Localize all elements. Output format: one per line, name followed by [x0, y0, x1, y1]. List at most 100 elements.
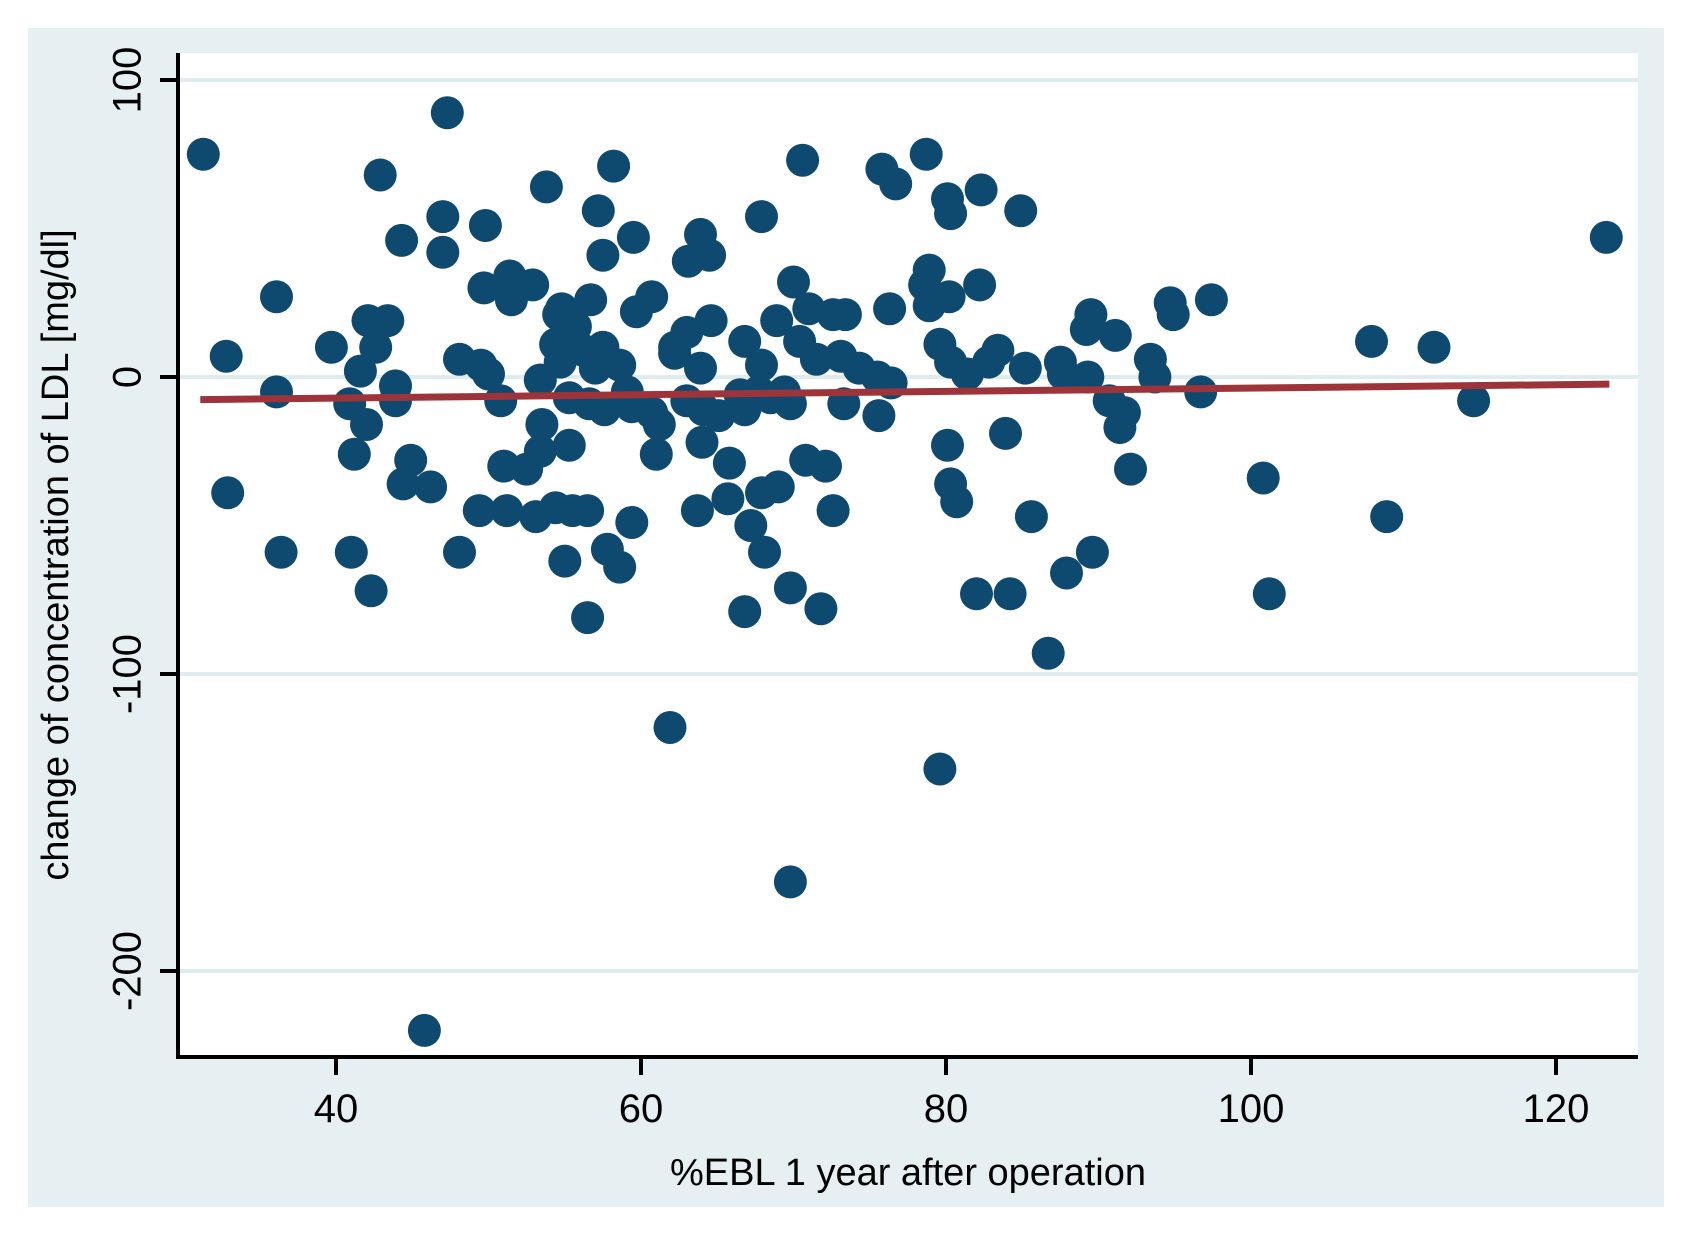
- data-point: [578, 351, 612, 385]
- data-point: [745, 348, 778, 382]
- y-tick-label: -200: [106, 931, 150, 1011]
- x-axis-title: %EBL 1 year after operation: [670, 1152, 1146, 1194]
- data-point: [1156, 298, 1190, 332]
- data-point: [443, 535, 476, 569]
- data-point: [548, 544, 582, 578]
- data-point: [934, 197, 968, 231]
- data-point: [964, 173, 998, 207]
- y-tick-label: 0: [106, 366, 150, 388]
- y-tick-label: 100: [106, 47, 150, 114]
- data-point: [828, 298, 862, 332]
- data-point: [760, 304, 794, 338]
- data-point: [603, 348, 637, 382]
- data-point: [1014, 500, 1048, 534]
- data-point: [468, 209, 502, 242]
- data-point: [680, 494, 714, 528]
- data-point: [1246, 461, 1280, 495]
- data-point: [1004, 194, 1038, 228]
- data-point: [525, 408, 559, 441]
- data-point: [685, 425, 719, 459]
- data-point: [616, 220, 650, 254]
- data-point: [1138, 360, 1172, 394]
- data-point: [642, 408, 676, 441]
- data-point: [543, 345, 577, 379]
- data-point: [597, 149, 631, 183]
- data-point: [989, 416, 1022, 450]
- data-point: [587, 393, 621, 427]
- gridlines: [178, 78, 1638, 973]
- data-point: [571, 494, 605, 528]
- data-point: [786, 143, 820, 177]
- data-point: [728, 324, 762, 358]
- data-point: [462, 494, 496, 528]
- data-point: [426, 235, 460, 269]
- data-point: [960, 577, 993, 611]
- data-point: [529, 170, 563, 204]
- plot-area-background: [178, 53, 1638, 1057]
- data-point: [734, 509, 768, 542]
- data-point: [1457, 384, 1491, 418]
- data-point: [809, 449, 842, 483]
- data-point: [1050, 556, 1083, 590]
- data-point: [684, 351, 717, 385]
- data-point: [748, 535, 781, 569]
- data-point: [1031, 636, 1065, 670]
- data-point: [552, 428, 586, 462]
- data-point: [350, 408, 383, 441]
- data-point: [931, 428, 964, 462]
- data-point: [1355, 324, 1388, 358]
- data-point: [777, 265, 810, 299]
- data-point: [712, 446, 746, 480]
- data-point: [761, 470, 795, 504]
- data-point: [773, 571, 807, 605]
- data-point: [702, 399, 736, 433]
- data-point: [1417, 330, 1451, 364]
- data-point: [354, 574, 388, 608]
- data-point: [879, 167, 913, 201]
- data-point: [816, 494, 850, 528]
- data-point: [371, 304, 405, 338]
- data-point: [407, 1013, 441, 1047]
- data-point: [653, 711, 687, 744]
- data-point: [426, 200, 460, 234]
- data-point: [581, 194, 615, 228]
- fit-line: [200, 380, 1610, 404]
- data-point: [1075, 535, 1109, 569]
- data-point: [1071, 360, 1105, 394]
- x-tick-label: 60: [619, 1087, 664, 1131]
- data-point: [799, 342, 833, 376]
- y-tick-labels: 100 0 -100 -200: [106, 47, 150, 1011]
- x-tick-label: 80: [924, 1087, 969, 1131]
- data-point: [314, 330, 348, 364]
- data-point: [494, 283, 528, 317]
- data-point: [209, 339, 243, 373]
- data-point: [615, 506, 649, 539]
- data-point: [1114, 452, 1147, 486]
- data-point: [571, 601, 605, 635]
- data-point: [862, 399, 896, 433]
- data-point: [211, 476, 245, 510]
- data-point: [363, 158, 397, 192]
- data-point: [972, 345, 1006, 379]
- data-point: [909, 137, 943, 171]
- data-point: [773, 865, 807, 899]
- data-point: [484, 384, 518, 418]
- data-point: [260, 280, 293, 314]
- data-point: [430, 96, 464, 130]
- x-tick-label: 40: [314, 1087, 359, 1131]
- data-point: [334, 535, 368, 569]
- data-point: [728, 595, 762, 629]
- data-point: [337, 437, 371, 471]
- data-point: [1589, 220, 1623, 254]
- data-point: [1098, 318, 1132, 352]
- y-tick-label: -100: [106, 634, 150, 714]
- data-point: [260, 375, 293, 409]
- data-point: [264, 535, 298, 569]
- data-point: [414, 470, 448, 504]
- data-point: [1194, 283, 1228, 317]
- x-tick-label: 100: [1218, 1087, 1285, 1131]
- data-point: [639, 437, 673, 471]
- data-point: [1252, 577, 1286, 611]
